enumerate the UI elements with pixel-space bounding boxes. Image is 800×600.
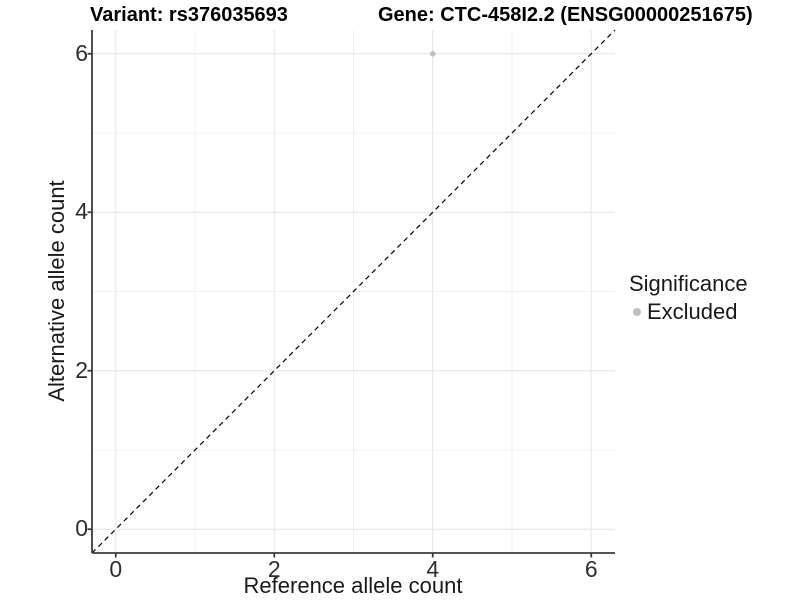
x-tick-label: 6 bbox=[584, 556, 598, 582]
legend: Significance Excluded bbox=[629, 271, 748, 325]
excluded-point-icon bbox=[633, 308, 641, 316]
x-tick-label: 2 bbox=[267, 556, 281, 582]
y-tick-label: 0 bbox=[75, 515, 88, 542]
identity-dashed-line bbox=[91, 29, 616, 554]
plot-title-gene: Gene: CTC-458I2.2 (ENSG00000251675) bbox=[378, 4, 753, 26]
x-axis-title: Reference allele count bbox=[243, 573, 463, 598]
legend-entry-label: Excluded bbox=[647, 299, 738, 324]
legend-entry-excluded: Excluded bbox=[629, 299, 748, 325]
y-axis-title: Alternative allele count bbox=[44, 180, 69, 402]
y-tick-label: 6 bbox=[75, 39, 88, 66]
y-tick-label: 2 bbox=[75, 356, 88, 383]
x-tick-label: 0 bbox=[109, 556, 123, 582]
plot-title-variant: Variant: rs376035693 bbox=[90, 4, 288, 26]
x-tick-label: 4 bbox=[426, 556, 440, 582]
legend-title: Significance bbox=[629, 271, 748, 296]
data-point bbox=[429, 50, 436, 57]
y-tick-label: 4 bbox=[75, 198, 88, 225]
